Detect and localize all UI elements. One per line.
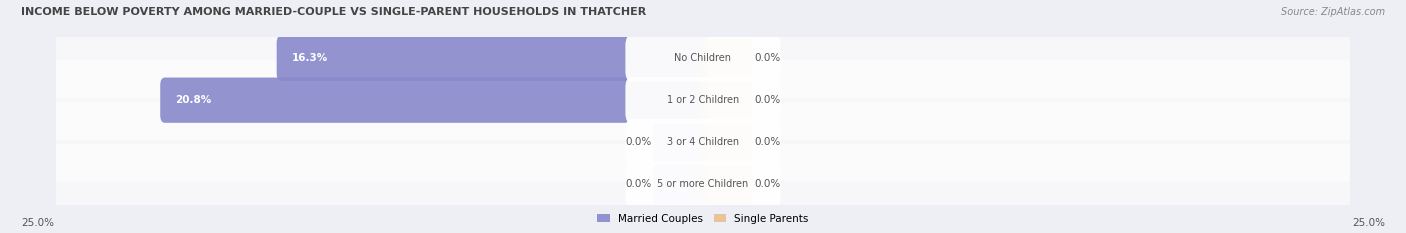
FancyBboxPatch shape [626,119,780,165]
FancyBboxPatch shape [700,164,752,204]
Text: 3 or 4 Children: 3 or 4 Children [666,137,740,147]
Text: 16.3%: 16.3% [291,53,328,63]
FancyBboxPatch shape [48,102,1358,182]
Text: 1 or 2 Children: 1 or 2 Children [666,95,740,105]
FancyBboxPatch shape [626,35,780,82]
Text: 20.8%: 20.8% [176,95,211,105]
Text: 0.0%: 0.0% [626,179,651,189]
FancyBboxPatch shape [654,164,706,204]
FancyBboxPatch shape [48,60,1358,140]
Text: 25.0%: 25.0% [21,218,53,228]
Text: 0.0%: 0.0% [755,179,780,189]
Text: 0.0%: 0.0% [626,137,651,147]
Text: 0.0%: 0.0% [755,95,780,105]
FancyBboxPatch shape [654,122,706,162]
FancyBboxPatch shape [700,38,752,78]
FancyBboxPatch shape [160,78,707,123]
Text: 5 or more Children: 5 or more Children [658,179,748,189]
Text: INCOME BELOW POVERTY AMONG MARRIED-COUPLE VS SINGLE-PARENT HOUSEHOLDS IN THATCHE: INCOME BELOW POVERTY AMONG MARRIED-COUPL… [21,7,647,17]
FancyBboxPatch shape [626,77,780,123]
Text: 0.0%: 0.0% [755,53,780,63]
FancyBboxPatch shape [700,122,752,162]
Text: 25.0%: 25.0% [1353,218,1385,228]
FancyBboxPatch shape [48,18,1358,98]
Text: No Children: No Children [675,53,731,63]
FancyBboxPatch shape [700,80,752,120]
Text: 0.0%: 0.0% [755,137,780,147]
FancyBboxPatch shape [48,144,1358,224]
Legend: Married Couples, Single Parents: Married Couples, Single Parents [593,209,813,228]
Text: Source: ZipAtlas.com: Source: ZipAtlas.com [1281,7,1385,17]
FancyBboxPatch shape [277,36,707,81]
FancyBboxPatch shape [626,161,780,207]
